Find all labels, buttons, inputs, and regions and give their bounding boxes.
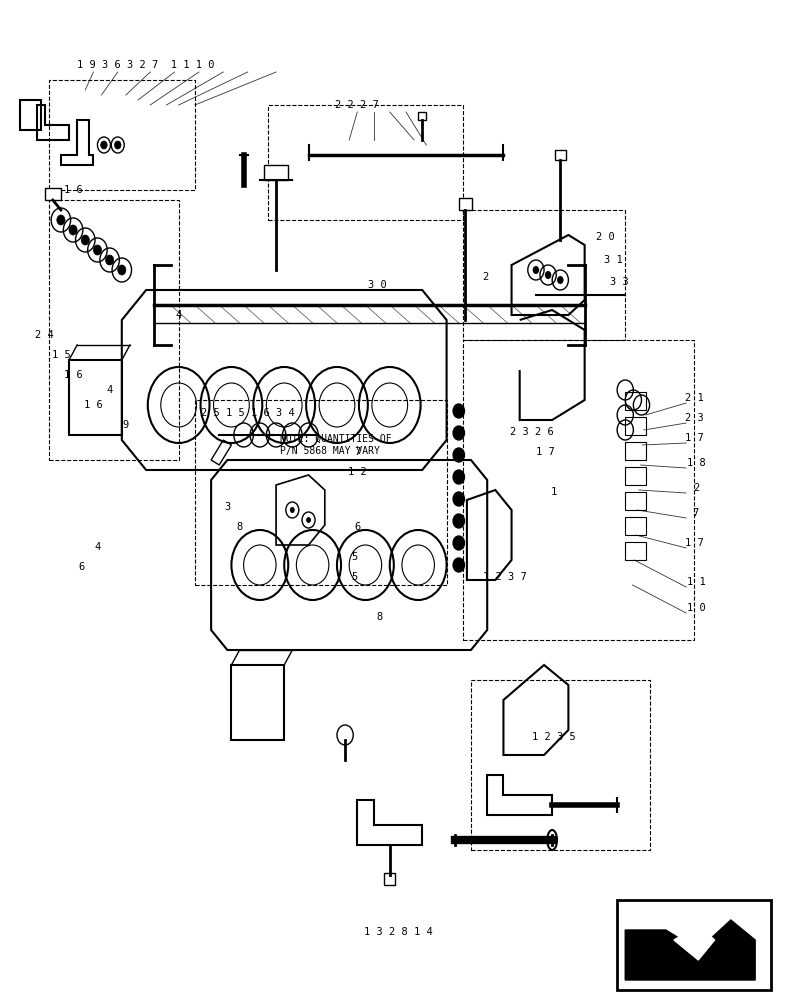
Text: 8: 8 xyxy=(375,612,382,622)
Bar xyxy=(554,150,565,160)
Text: 1 3 2 8 1 4: 1 3 2 8 1 4 xyxy=(363,927,431,937)
Text: 7: 7 xyxy=(354,447,360,457)
Text: 5: 5 xyxy=(351,552,358,562)
Text: 1 6: 1 6 xyxy=(84,400,103,410)
Text: 2: 2 xyxy=(692,483,698,493)
Circle shape xyxy=(453,514,464,528)
Text: 2 1: 2 1 xyxy=(684,393,703,403)
Circle shape xyxy=(81,235,89,245)
Circle shape xyxy=(93,245,101,255)
Bar xyxy=(20,100,41,130)
Text: 1 5: 1 5 xyxy=(51,350,71,360)
Bar xyxy=(384,873,395,885)
Bar xyxy=(624,467,645,485)
Text: 3 3: 3 3 xyxy=(609,277,629,287)
Text: 1 2 3 5: 1 2 3 5 xyxy=(531,732,575,742)
Circle shape xyxy=(453,470,464,484)
Text: 2 2 2 7: 2 2 2 7 xyxy=(335,100,379,110)
Circle shape xyxy=(114,141,121,149)
Text: 1: 1 xyxy=(550,487,556,497)
Circle shape xyxy=(544,271,551,279)
Bar xyxy=(624,392,645,410)
Text: 1 2 3 7: 1 2 3 7 xyxy=(483,572,526,582)
Text: 4: 4 xyxy=(94,542,101,552)
Circle shape xyxy=(453,558,464,572)
Text: 3 1: 3 1 xyxy=(603,255,622,265)
Bar xyxy=(418,112,426,120)
Bar xyxy=(624,542,645,560)
Text: 5: 5 xyxy=(351,572,358,582)
Text: 2 5 1 5 1 6 3 4: 2 5 1 5 1 6 3 4 xyxy=(200,408,294,418)
Text: 6: 6 xyxy=(78,562,84,572)
Text: 1 7: 1 7 xyxy=(535,447,555,457)
Circle shape xyxy=(453,492,464,506)
Bar xyxy=(624,442,645,460)
Text: 7: 7 xyxy=(692,508,698,518)
Bar xyxy=(45,188,61,200)
Bar xyxy=(624,517,645,535)
Text: 3: 3 xyxy=(224,502,230,512)
Bar xyxy=(616,900,770,990)
Text: 2 3: 2 3 xyxy=(684,413,703,423)
Text: 1 8: 1 8 xyxy=(685,458,705,468)
Circle shape xyxy=(57,215,65,225)
Polygon shape xyxy=(624,920,754,980)
Bar xyxy=(624,492,645,510)
Text: 2 0: 2 0 xyxy=(594,232,614,242)
Circle shape xyxy=(306,517,311,523)
Polygon shape xyxy=(673,925,714,960)
Circle shape xyxy=(532,266,539,274)
Text: 1 0: 1 0 xyxy=(685,603,705,613)
Text: 1 7: 1 7 xyxy=(684,433,703,443)
Circle shape xyxy=(453,448,464,462)
Text: 1 6: 1 6 xyxy=(63,370,83,380)
Text: 4: 4 xyxy=(106,385,113,395)
Circle shape xyxy=(118,265,126,275)
Text: 1 1: 1 1 xyxy=(685,577,705,587)
Text: 1 7: 1 7 xyxy=(684,538,703,548)
Text: NOTE: QUANTITIES OF
P/N 5868 MAY VARY: NOTE: QUANTITIES OF P/N 5868 MAY VARY xyxy=(280,434,391,456)
Circle shape xyxy=(453,536,464,550)
Text: 2 4: 2 4 xyxy=(35,330,54,340)
Text: 8: 8 xyxy=(236,522,242,532)
Circle shape xyxy=(69,225,77,235)
Text: 1 2: 1 2 xyxy=(347,467,367,477)
Text: 1 9 3 6 3 2 7  1 1 1 0: 1 9 3 6 3 2 7 1 1 1 0 xyxy=(77,60,215,70)
Bar xyxy=(458,198,471,210)
Text: 2: 2 xyxy=(482,272,488,282)
Text: 9: 9 xyxy=(122,420,129,430)
Text: 4: 4 xyxy=(175,310,182,320)
Text: 3 0: 3 0 xyxy=(367,280,387,290)
Bar xyxy=(69,360,122,435)
Circle shape xyxy=(453,426,464,440)
Text: 1 6: 1 6 xyxy=(63,185,83,195)
Circle shape xyxy=(453,404,464,418)
Circle shape xyxy=(105,255,114,265)
Bar xyxy=(624,417,645,435)
Bar xyxy=(231,665,284,740)
Circle shape xyxy=(290,507,294,513)
Circle shape xyxy=(101,141,107,149)
Text: 2 3 2 6: 2 3 2 6 xyxy=(509,427,553,437)
Circle shape xyxy=(556,276,563,284)
Text: 6: 6 xyxy=(354,522,360,532)
Bar xyxy=(264,165,288,180)
